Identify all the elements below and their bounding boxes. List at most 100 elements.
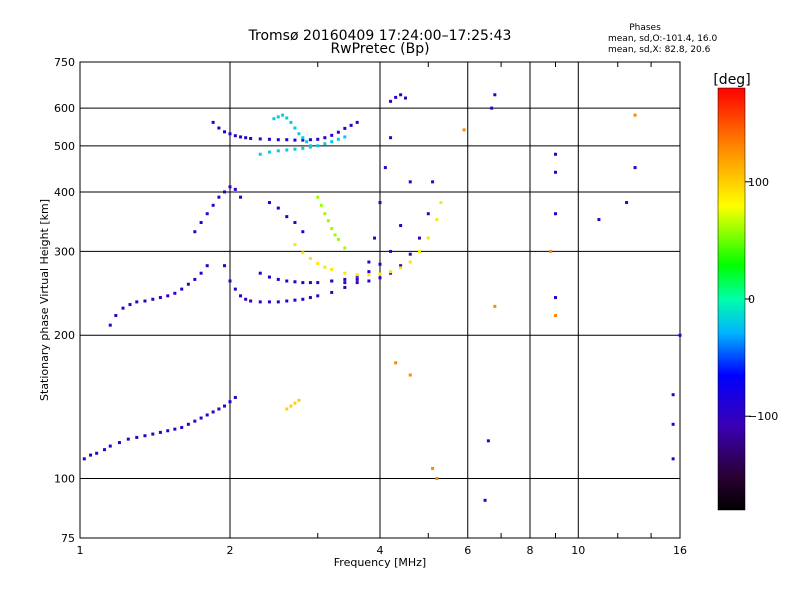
data-point (180, 287, 184, 291)
data-point (173, 427, 177, 431)
data-point (276, 277, 280, 281)
data-point (355, 273, 359, 277)
data-point (135, 435, 139, 439)
data-point (186, 282, 190, 286)
data-point (336, 130, 340, 134)
data-point (211, 120, 215, 124)
data-point (389, 136, 393, 140)
data-point (267, 201, 271, 205)
data-point (323, 142, 327, 146)
data-point (258, 300, 262, 304)
data-point (330, 267, 334, 271)
data-point (678, 333, 682, 337)
data-point (151, 297, 155, 301)
data-point (217, 407, 221, 411)
data-point (394, 95, 398, 99)
data-point (316, 261, 320, 265)
data-point (193, 419, 197, 423)
data-point (373, 236, 377, 240)
phase-legend-title: Phases (629, 23, 661, 33)
data-point (355, 281, 359, 285)
data-point (553, 170, 557, 174)
data-point (301, 281, 305, 285)
data-point (272, 117, 276, 121)
data-point (205, 264, 209, 268)
data-point (483, 498, 487, 502)
data-point (126, 437, 130, 441)
data-point (285, 299, 289, 303)
phase-stats-o: mean, sd,O:-101.4, 16.0 (608, 34, 718, 44)
data-point (389, 249, 393, 253)
data-point (336, 237, 340, 241)
x-tick-label: 6 (464, 544, 471, 557)
data-point (233, 287, 237, 291)
data-point (435, 477, 439, 481)
data-point (633, 166, 637, 170)
data-point (417, 249, 421, 253)
data-point (228, 185, 232, 189)
data-point (367, 260, 371, 264)
data-point (276, 206, 280, 210)
data-point (553, 152, 557, 156)
data-point (244, 136, 248, 140)
y-axis-label: Stationary phase Virtual Height [km] (38, 199, 51, 401)
data-point (103, 448, 107, 452)
data-point (233, 395, 237, 399)
data-point (389, 271, 393, 275)
data-point (349, 123, 353, 127)
data-point (493, 304, 497, 308)
data-point (285, 116, 289, 120)
y-tick-label: 100 (54, 473, 75, 486)
data-point (403, 96, 407, 100)
data-point (186, 422, 190, 426)
data-point (293, 298, 297, 302)
data-point (486, 439, 490, 443)
data-point (128, 303, 132, 307)
data-point (316, 281, 320, 285)
data-point (301, 136, 305, 140)
y-tick-label: 500 (54, 140, 75, 153)
data-point (211, 203, 215, 207)
data-point (553, 296, 557, 300)
colorbar-tick-label: 0 (748, 293, 755, 306)
data-point (417, 236, 421, 240)
data-point (258, 271, 262, 275)
data-point (121, 306, 125, 310)
data-point (343, 271, 347, 275)
data-point (367, 270, 371, 274)
data-point (135, 300, 139, 304)
data-point (326, 219, 330, 223)
colorbar-label: [deg] (713, 72, 750, 88)
data-point (293, 126, 297, 130)
data-point (285, 215, 289, 219)
data-point (625, 201, 629, 205)
data-point (267, 150, 271, 154)
data-point (671, 422, 675, 426)
x-axis-ticks: 1 2 4 6 8 10 16 (77, 544, 688, 557)
x-tick-label: 4 (377, 544, 384, 557)
data-point (330, 227, 334, 231)
colorbar (717, 87, 746, 511)
data-point (267, 300, 271, 304)
data-point (671, 457, 675, 461)
data-point (289, 120, 293, 124)
data-point (239, 294, 243, 298)
data-point (308, 145, 312, 149)
data-point (431, 466, 435, 470)
data-point (223, 264, 227, 268)
chart-title: Tromsø 20160409 17:24:00–17:25:43 (248, 28, 512, 44)
data-point (143, 299, 147, 303)
data-point (408, 373, 412, 377)
data-point (367, 279, 371, 283)
data-point (89, 453, 93, 457)
y-tick-label: 300 (54, 245, 75, 258)
data-point (336, 137, 340, 141)
data-point (233, 187, 237, 191)
data-point (431, 180, 435, 184)
data-point (285, 279, 289, 283)
data-point (323, 265, 327, 269)
data-point (333, 233, 337, 237)
x-tick-label: 8 (527, 544, 534, 557)
colorbar-ticks: 100 0 −100 (745, 176, 778, 423)
